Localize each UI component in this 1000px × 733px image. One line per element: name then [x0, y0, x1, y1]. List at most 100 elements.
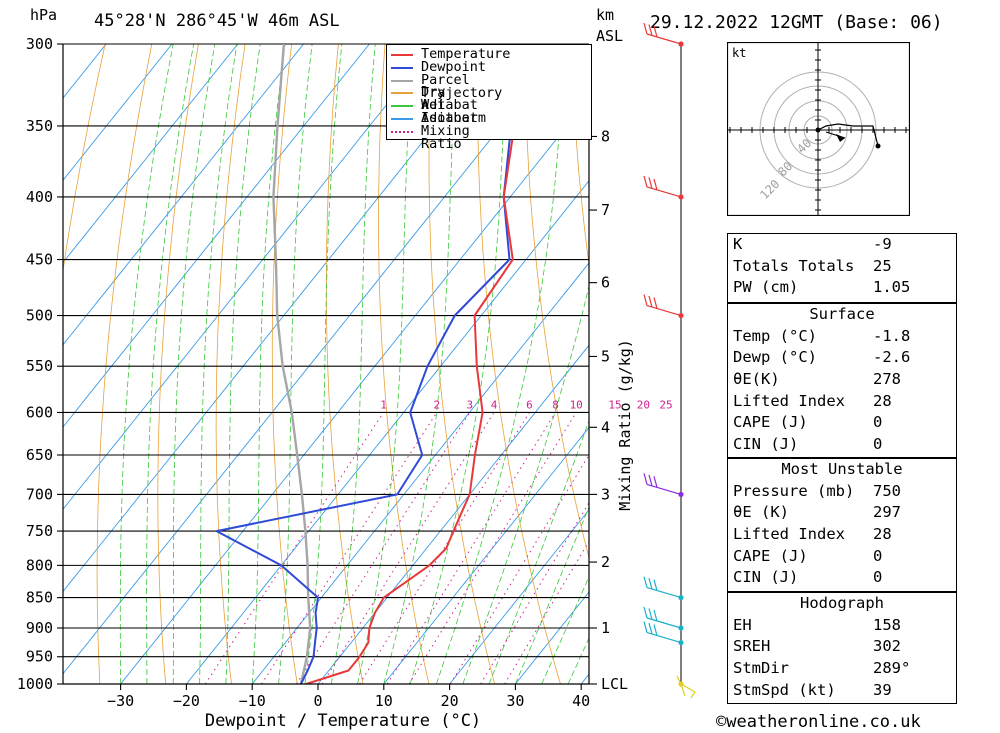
chart-axes: 1 2 3 4 6 8 10 15 20 2530035040045050055060065070… — [17, 35, 673, 731]
hodograph-stats-row: StmDir 289° — [728, 658, 956, 680]
wet-adiabat-line — [330, 44, 376, 684]
dry-adiabat-line — [571, 44, 589, 268]
km-unit-label: km — [596, 6, 615, 24]
pressure-label: 800 — [26, 556, 53, 574]
isotherm-line — [63, 44, 304, 346]
dry-adiabat-line — [665, 44, 720, 684]
x-tick-label: −10 — [239, 692, 266, 710]
km-tick-label: 5 — [601, 347, 610, 365]
most-unstable-row: CAPE (J) 0 — [728, 546, 956, 568]
wind-barb — [643, 576, 682, 599]
location-label: 45°28'N 286°45'W 46m ASL — [94, 11, 340, 31]
wind-barb-column — [643, 22, 696, 699]
most-unstable-row: Pressure (mb) 750 — [728, 481, 956, 503]
mixing-ratio-label: 25 — [659, 399, 672, 412]
row-value: 0 — [873, 413, 883, 432]
wind-barb — [643, 621, 682, 644]
dry-adiabat-line — [63, 44, 106, 274]
row-value: 302 — [873, 637, 901, 656]
row-value: -2.6 — [873, 348, 911, 367]
mixing-ratio-line — [359, 412, 530, 684]
pw-value: 1.05 — [873, 278, 911, 297]
legend-swatch — [391, 105, 413, 108]
temperature-line — [305, 44, 535, 684]
legend-swatch — [391, 118, 413, 120]
row-value: 297 — [873, 503, 901, 522]
isotherm-line — [63, 44, 239, 264]
mixing-ratio-line — [386, 412, 556, 684]
k-index-value: -9 — [873, 235, 892, 253]
pressure-label: 700 — [26, 485, 53, 503]
row-value: -1.8 — [873, 326, 911, 345]
surface-row: Lifted Index 28 — [728, 391, 956, 413]
hodograph-stats-row: SREH 302 — [728, 636, 956, 658]
wet-adiabat-line — [225, 44, 261, 684]
most-unstable-row: Lifted Index 28 — [728, 524, 956, 546]
row-value: 278 — [873, 370, 901, 389]
x-tick-label: 40 — [572, 692, 590, 710]
totals-value: 25 — [873, 256, 892, 275]
row-label: SREH — [733, 637, 771, 656]
km-tick-label: 4 — [601, 418, 610, 436]
hpa-unit-label: hPa — [30, 6, 58, 24]
mixing-ratio-label: 3 — [466, 399, 473, 412]
mixing-ratio-line — [321, 412, 495, 684]
hodograph-stats-row: EH 158 — [728, 615, 956, 637]
wind-barb — [643, 606, 682, 629]
wet-adiabat-line — [488, 419, 589, 684]
pressure-label: 650 — [26, 446, 53, 464]
mixing-ratio-label: 6 — [526, 399, 533, 412]
km-asl-label: ASL — [596, 27, 624, 45]
km-tick-label: LCL — [601, 675, 628, 693]
dry-adiabat-line — [711, 44, 720, 684]
row-value: 28 — [873, 391, 892, 410]
isobar-lines — [57, 43, 589, 685]
mixing-ratio-line — [204, 412, 384, 684]
legend-label: Mixing Ratio — [421, 122, 470, 152]
datetime-label: 29.12.2022 12GMT (Base: 06) — [650, 12, 943, 33]
legend-label: Isotherm — [421, 110, 487, 126]
pressure-label: 550 — [26, 357, 53, 375]
pressure-label: 500 — [26, 307, 53, 325]
hodograph-end-dot — [875, 143, 881, 149]
row-label: CIN (J) — [733, 435, 799, 454]
isotherm-line — [63, 44, 370, 428]
footer-credit: ©weatheronline.co.uk — [716, 712, 921, 732]
k-index-label: K — [733, 235, 743, 253]
skewt-chart: 1 2 3 4 6 8 10 15 20 2530035040045050055060065070… — [17, 22, 720, 731]
chart-legend: Temperature Dewpoint Parcel Trajectory Dry … — [386, 44, 592, 151]
legend-label: Temperature — [421, 46, 511, 62]
legend-label: Wet Adiabat — [421, 97, 478, 127]
x-tick-label: −20 — [173, 692, 200, 710]
wind-barb — [676, 675, 696, 699]
row-label: Temp (°C) — [733, 326, 817, 345]
wind-barb — [643, 22, 682, 45]
legend-swatch — [391, 54, 413, 56]
surface-row: CIN (J) 0 — [728, 434, 956, 456]
isotherm-line — [63, 44, 107, 99]
row-label: StmDir — [733, 659, 789, 678]
hodograph-trace — [815, 123, 881, 149]
row-label: CAPE (J) — [733, 546, 808, 565]
pressure-label: 600 — [26, 403, 53, 421]
hodograph-unit: kt — [732, 46, 746, 60]
surface-title: Surface — [809, 305, 875, 323]
storm-motion-line — [825, 131, 846, 139]
hodograph-path — [817, 123, 879, 147]
legend-swatch — [391, 66, 413, 69]
most-unstable-table: Most Unstable Pressure (mb) 750 θE (K) 297 L… — [727, 458, 957, 592]
mixing-ratio-label: 2 — [433, 399, 440, 412]
dry-adiabat-line — [215, 44, 246, 684]
x-tick-label: −30 — [107, 692, 134, 710]
row-value: 28 — [873, 525, 892, 544]
isotherm-line — [449, 509, 589, 684]
row-value: 289° — [873, 659, 911, 678]
x-tick-label: 30 — [506, 692, 524, 710]
pressure-label: 750 — [26, 522, 53, 540]
row-value: 0 — [873, 546, 883, 565]
isotherm-line — [515, 591, 589, 684]
wind-barb — [643, 175, 682, 198]
mixing-ratio-label: 20 — [637, 399, 650, 412]
row-label: θE (K) — [733, 503, 789, 522]
